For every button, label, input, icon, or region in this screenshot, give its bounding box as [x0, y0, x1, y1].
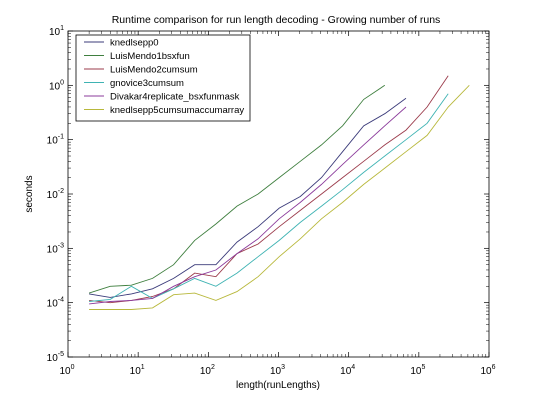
series-line-2: [89, 75, 449, 304]
x-tick-label: 104: [340, 364, 355, 377]
series-line-3: [89, 93, 449, 302]
legend-items: knedlsepp0 LuisMendo1bsxfun LuisMendo2cums…: [84, 38, 244, 116]
legend: knedlsepp0 LuisMendo1bsxfun LuisMendo2cums…: [75, 34, 251, 122]
y-tick-label: 101: [49, 25, 64, 38]
x-tick-label: 105: [410, 364, 425, 377]
y-tick-label: 10-4: [47, 297, 64, 310]
legend-label-2: LuisMendo2cumsum: [110, 65, 198, 76]
y-axis-title: seconds: [24, 175, 35, 212]
legend-box: [75, 34, 251, 122]
series-line-1: [88, 84, 386, 294]
legend-label-5: knedlsepp5cumsumaccumarray: [110, 105, 244, 116]
y-tick-label: 10-2: [47, 188, 64, 201]
chart-title: Runtime comparison for run length decodi…: [112, 14, 441, 26]
x-tick-label: 101: [130, 364, 145, 377]
x-tick-label: 100: [59, 364, 74, 377]
x-axis-title: length(runLengths): [236, 380, 320, 391]
y-tick-label: 10-3: [47, 242, 64, 255]
y-tick-label: 10-5: [47, 351, 64, 364]
y-tick-label: 100: [49, 79, 64, 92]
series-lines: [88, 75, 470, 310]
series-line-5: [89, 84, 470, 310]
x-tick-label: 106: [480, 364, 495, 377]
legend-label-4: Divakar4replicate_bsxfunmask: [110, 92, 240, 103]
legend-label-1: LuisMendo1bsxfun: [110, 51, 190, 62]
x-tick-label: 103: [270, 364, 285, 377]
legend-label-3: gnovice3cumsum: [110, 78, 184, 89]
x-tick-label: 102: [200, 364, 215, 377]
y-tick-label: 10-1: [47, 134, 64, 147]
series-line-0: [89, 97, 407, 298]
series-line-4: [89, 106, 407, 305]
legend-label-0: knedlsepp0: [110, 38, 159, 49]
axis-ticks: 100 101 102 103 104 105 106 10-5 10-4 10-3 10-2 10-…: [47, 25, 496, 377]
